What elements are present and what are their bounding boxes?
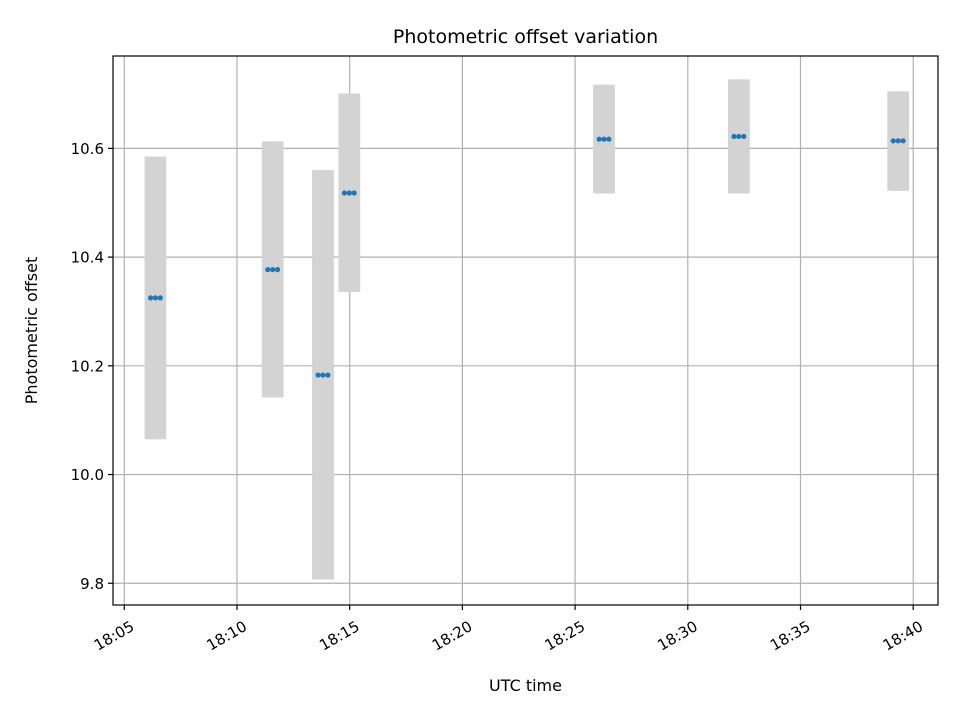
- data-point: [157, 295, 163, 301]
- data-point: [731, 133, 737, 140]
- data-point: [152, 295, 159, 301]
- data-point: [895, 138, 901, 144]
- data-point: [274, 267, 281, 273]
- y-tick-label: 9.8: [80, 575, 104, 593]
- data-point: [315, 372, 321, 378]
- data-point: [741, 133, 747, 140]
- data-point: [890, 138, 896, 144]
- data-point: [265, 267, 271, 273]
- y-tick-label: 10.6: [71, 140, 104, 158]
- data-point: [596, 136, 602, 142]
- y-tick-label: 10.0: [71, 466, 104, 484]
- x-axis-title: UTC time: [489, 676, 562, 695]
- y-tick-label: 10.4: [71, 249, 104, 267]
- grid-layer: [113, 56, 938, 605]
- data-point: [341, 190, 348, 196]
- data-point: [900, 138, 906, 144]
- chart-title: Photometric offset variation: [393, 26, 658, 48]
- y-tick-label: 10.2: [71, 357, 104, 375]
- data-point-layer: [147, 133, 906, 378]
- plot-frame: [112, 55, 939, 606]
- data-point: [736, 133, 742, 140]
- data-point: [320, 372, 326, 378]
- data-point: [325, 372, 331, 378]
- data-point: [346, 190, 352, 196]
- data-point: [351, 190, 357, 196]
- data-point: [147, 295, 154, 301]
- data-point: [270, 267, 276, 273]
- data-point: [606, 136, 612, 142]
- y-axis-title: Photometric offset: [22, 257, 41, 405]
- data-point: [601, 136, 607, 142]
